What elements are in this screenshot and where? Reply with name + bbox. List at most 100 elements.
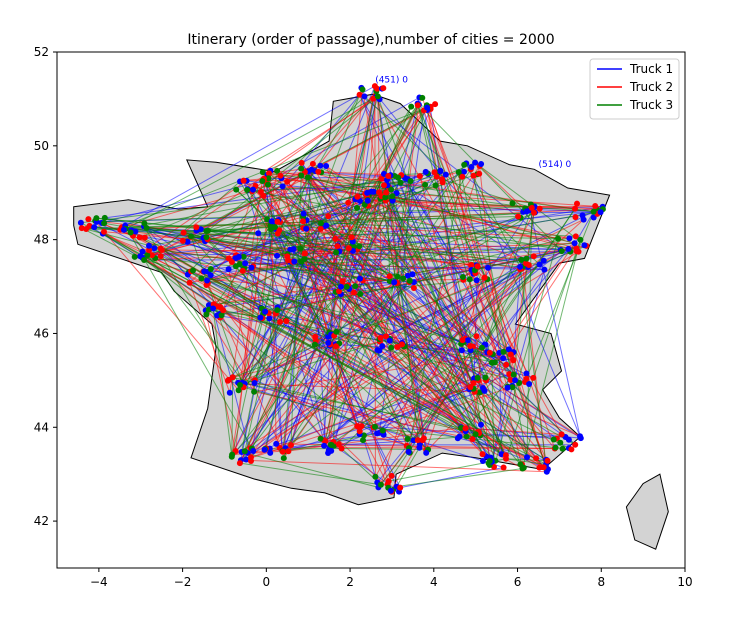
route-segment xyxy=(467,264,540,341)
city-point xyxy=(334,243,341,250)
city-point xyxy=(157,253,164,260)
city-point xyxy=(332,235,339,242)
route-segment xyxy=(206,280,464,342)
x-tick-label: 10 xyxy=(677,575,692,589)
route-segment xyxy=(143,225,208,240)
city-point xyxy=(298,172,305,179)
city-point xyxy=(467,343,474,350)
city-point xyxy=(544,457,551,464)
city-point xyxy=(399,341,405,348)
city-point xyxy=(204,277,211,284)
city-point xyxy=(188,233,194,240)
city-point xyxy=(478,344,485,351)
city-point xyxy=(315,168,322,175)
city-point xyxy=(512,377,519,384)
legend-box xyxy=(589,58,680,120)
city-point xyxy=(361,93,368,100)
city-point xyxy=(577,236,584,243)
city-point xyxy=(328,447,335,454)
route-segment xyxy=(395,104,420,283)
route-segment xyxy=(417,103,491,353)
route-segment xyxy=(428,107,547,469)
x-tick-label: −4 xyxy=(90,575,108,589)
city-point xyxy=(232,263,239,270)
city-point xyxy=(272,224,278,230)
city-point xyxy=(572,205,578,212)
route-segment xyxy=(473,175,528,458)
city-point xyxy=(179,237,186,244)
city-point xyxy=(510,357,517,364)
city-point xyxy=(144,252,151,259)
route-segment xyxy=(485,268,523,345)
route-segment xyxy=(377,96,420,448)
city-point xyxy=(190,267,196,274)
city-point xyxy=(388,186,395,193)
city-point xyxy=(77,219,84,226)
city-point xyxy=(255,230,262,237)
route-segment xyxy=(302,220,576,237)
city-point xyxy=(565,436,572,443)
route-segment xyxy=(253,391,473,440)
route-segment xyxy=(383,184,464,342)
x-tick-label: 6 xyxy=(514,575,522,589)
city-point xyxy=(120,226,127,233)
city-point xyxy=(459,173,466,180)
city-point xyxy=(397,179,404,186)
y-tick-label: 44 xyxy=(34,420,49,434)
city-point xyxy=(458,347,465,354)
route-segment xyxy=(242,382,479,433)
city-point xyxy=(193,224,200,231)
city-point xyxy=(220,307,227,314)
city-point xyxy=(297,245,304,252)
city-point xyxy=(383,333,389,340)
route-segment xyxy=(235,265,277,314)
route-segment xyxy=(519,266,547,469)
y-tick-label: 50 xyxy=(34,139,49,153)
city-point xyxy=(468,164,475,170)
route-segment xyxy=(143,171,319,261)
route-segment xyxy=(381,196,423,441)
route-segment xyxy=(255,185,413,275)
city-point xyxy=(404,272,411,279)
city-point xyxy=(354,193,361,200)
route-segment xyxy=(522,239,581,469)
city-point xyxy=(261,446,268,453)
route-segment xyxy=(385,105,419,337)
city-point xyxy=(472,431,479,438)
city-point xyxy=(251,380,258,386)
city-label: (514) 0 xyxy=(539,160,572,170)
city-point xyxy=(317,162,324,169)
city-point xyxy=(518,256,525,263)
city-point xyxy=(317,435,324,442)
city-point xyxy=(509,200,516,207)
city-point xyxy=(459,337,466,344)
city-point xyxy=(461,168,467,175)
route-segment xyxy=(125,107,428,227)
city-point xyxy=(237,382,243,388)
city-point xyxy=(274,218,281,225)
route-segment xyxy=(247,189,561,251)
city-point xyxy=(303,225,310,232)
city-point xyxy=(101,214,108,221)
city-point xyxy=(432,101,439,108)
route-segment xyxy=(139,255,358,427)
city-point xyxy=(458,424,465,431)
city-point xyxy=(141,257,148,263)
city-point xyxy=(151,245,158,252)
city-points xyxy=(77,83,606,495)
route-segment xyxy=(417,103,562,251)
city-point xyxy=(248,264,255,271)
city-point xyxy=(339,278,346,285)
city-point xyxy=(141,234,148,241)
route-segment xyxy=(190,192,368,238)
legend: Truck 1 Truck 2 Truck 3 xyxy=(589,58,680,120)
city-point xyxy=(590,208,597,215)
city-point xyxy=(507,376,514,383)
route-segment xyxy=(231,377,234,457)
city-point xyxy=(352,283,359,290)
route-segment xyxy=(160,248,266,313)
plot-frame xyxy=(56,51,686,569)
city-point xyxy=(304,174,311,181)
city-point xyxy=(466,276,473,283)
